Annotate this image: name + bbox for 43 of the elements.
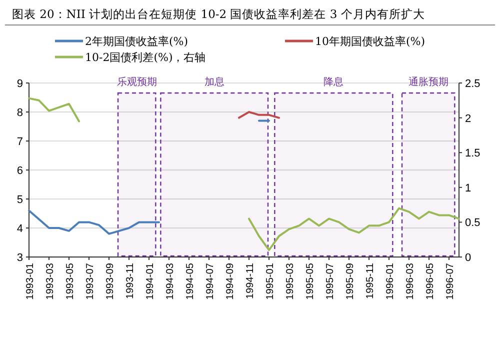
chart-title: 图表 20：NII 计划的出台在短期使 10-2 国债收益率利差在 3 个月内有所扩大 — [12, 7, 425, 21]
y-tick-label: 6 — [16, 165, 23, 177]
y2-tick-label: 2 — [465, 112, 472, 125]
x-tick-label: 1993-03 — [45, 262, 56, 300]
y-tick-label: 3 — [16, 252, 23, 264]
x-tick-label: 1994-09 — [225, 262, 236, 300]
x-tick-label: 1993-11 — [125, 262, 136, 299]
x-tick-label: 1994-07 — [205, 262, 216, 300]
y2-tick-label: 1 — [465, 182, 472, 194]
legend-label: 10年期国债收益率(%) — [315, 35, 426, 48]
x-tick-label: 1993-07 — [85, 262, 96, 300]
x-tick-label: 1995-09 — [345, 262, 356, 300]
y-tick-label: 9 — [16, 78, 23, 90]
band-label: 降息 — [324, 76, 344, 88]
band-label: 加息 — [204, 76, 224, 88]
x-tick-label: 1996-07 — [445, 262, 456, 300]
x-tick-label: 1995-05 — [305, 262, 316, 300]
y-tick-label: 5 — [16, 194, 23, 206]
x-tick-label: 1995-11 — [365, 262, 376, 299]
y-tick-label: 7 — [16, 136, 23, 148]
y-tick-label: 8 — [16, 107, 23, 119]
band-label: 乐观预期 — [116, 76, 157, 88]
x-tick-label: 1993-05 — [65, 262, 76, 300]
x-tick-label: 1996-03 — [405, 262, 416, 300]
x-tick-label: 1993-09 — [105, 262, 116, 300]
x-tick-label: 1994-03 — [165, 262, 176, 300]
legend-label: 10-2国债利差(%)，右轴 — [85, 51, 206, 64]
x-tick-label: 1994-01 — [145, 262, 156, 300]
y2-tick-label: 0 — [465, 252, 472, 264]
x-tick-label: 1994-11 — [245, 262, 256, 299]
legend-label: 2年期国债收益率(%) — [85, 35, 188, 48]
x-tick-label: 1994-05 — [185, 262, 196, 300]
y2-tick-label: 1.5 — [465, 148, 480, 160]
x-tick-label: 1996-05 — [425, 262, 436, 300]
y2-tick-label: 2.5 — [465, 78, 480, 90]
x-tick-label: 1995-01 — [265, 262, 276, 300]
x-tick-label: 1993-01 — [25, 262, 36, 300]
y2-tick-label: 0.5 — [465, 217, 480, 230]
y-tick-label: 4 — [16, 223, 23, 235]
x-tick-label: 1995-03 — [285, 262, 296, 300]
x-tick-label: 1995-07 — [325, 262, 336, 300]
band-label: 通胀预期 — [408, 76, 448, 88]
x-tick-label: 1996-01 — [385, 262, 396, 300]
